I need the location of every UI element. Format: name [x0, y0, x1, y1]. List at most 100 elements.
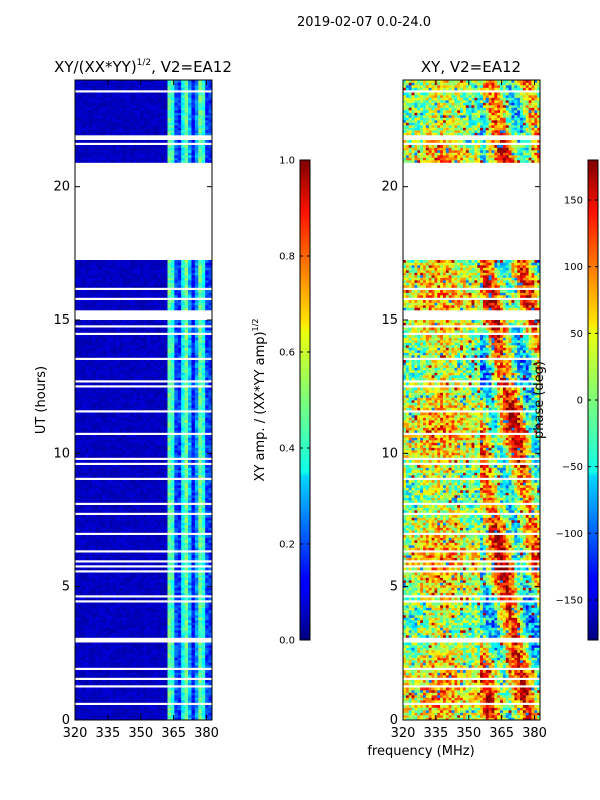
amplitude-cell [140, 480, 144, 483]
amplitude-cell [140, 615, 144, 618]
amplitude-cell [177, 662, 182, 666]
amplitude-cell [177, 552, 182, 556]
amplitude-cell [157, 370, 162, 373]
amplitude-cell [81, 500, 86, 503]
amplitude-cell [177, 492, 182, 496]
amplitude-cell [112, 575, 117, 578]
amplitude-cell [133, 450, 138, 453]
amplitude-cell [146, 665, 151, 668]
amplitude-cell [95, 652, 100, 656]
amplitude-cell [126, 362, 131, 366]
amplitude-cell [98, 522, 103, 526]
amplitude-cell [102, 660, 107, 663]
amplitude-cell [81, 710, 86, 713]
amplitude-cell [143, 360, 148, 363]
amplitude-cell [143, 680, 148, 683]
amplitude-cell [78, 542, 83, 546]
amplitude-cell [140, 472, 144, 476]
amplitude-cell [181, 480, 185, 483]
amplitude-cell [78, 395, 83, 398]
amplitude-cell [129, 622, 134, 626]
amplitude-cell [109, 692, 114, 696]
amplitude-cell [177, 592, 182, 596]
amplitude-cell [81, 372, 86, 376]
amplitude-cell [133, 430, 138, 433]
amplitude-cell [75, 360, 79, 363]
amplitude-cell [184, 510, 189, 513]
amplitude-cell [122, 575, 127, 578]
amplitude-cell [167, 525, 172, 528]
amplitude-cell [112, 442, 117, 446]
amplitude-cell [153, 615, 158, 618]
amplitude-cell [174, 545, 179, 548]
amplitude-cell [157, 475, 162, 478]
amplitude-cell [126, 587, 131, 591]
amplitude-cell [153, 672, 158, 676]
amplitude-cell [146, 537, 151, 541]
amplitude-cell [98, 647, 103, 651]
amplitude-cell [201, 355, 206, 358]
amplitude-cell [136, 487, 141, 491]
amplitude-cell [143, 352, 148, 356]
amplitude-cell [174, 485, 179, 488]
amplitude-cell [194, 620, 199, 623]
amplitude-cell [153, 407, 158, 411]
amplitude-cell [140, 475, 144, 478]
amplitude-cell [112, 487, 117, 491]
amplitude-cell [198, 515, 203, 518]
amplitude-cell [174, 602, 179, 606]
amplitude-cell [95, 422, 100, 426]
amplitude-cell [146, 450, 151, 453]
amplitude-cell [122, 420, 127, 423]
amplitude-cell [164, 390, 168, 393]
amplitude-cell [198, 430, 203, 433]
amplitude-cell [102, 470, 107, 473]
amplitude-cell [105, 700, 110, 703]
amplitude-cell [126, 535, 131, 538]
amplitude-cell [198, 510, 203, 513]
amplitude-cell [181, 602, 185, 606]
amplitude-cell [75, 475, 79, 478]
amplitude-cell [157, 452, 162, 456]
amplitude-cell [194, 377, 199, 381]
amplitude-cell [119, 525, 124, 528]
amplitude-cell [170, 592, 175, 596]
amplitude-cell [143, 467, 148, 471]
amplitude-cell [129, 387, 134, 391]
amplitude-cell [201, 617, 206, 621]
amplitude-cell [78, 682, 83, 686]
amplitude-cell [129, 390, 134, 393]
amplitude-cell [116, 425, 120, 428]
amplitude-cell [140, 515, 144, 518]
amplitude-cell [112, 415, 117, 418]
amplitude-cell [88, 507, 93, 511]
amplitude-cell [198, 657, 203, 661]
amplitude-cell [136, 455, 141, 458]
amplitude-cell [153, 700, 158, 703]
amplitude-cell [191, 642, 196, 646]
amplitude-cell [81, 437, 86, 441]
amplitude-cell [160, 557, 165, 561]
amplitude-cell [112, 397, 117, 401]
amplitude-cell [105, 577, 110, 581]
amplitude-cell [188, 545, 192, 548]
amplitude-cell [174, 480, 179, 483]
amplitude-cell [126, 525, 131, 528]
amplitude-cell [126, 480, 131, 483]
amplitude-cell [98, 592, 103, 596]
amplitude-cell [126, 692, 131, 696]
amplitude-cell [88, 470, 93, 473]
amplitude-cell [194, 365, 199, 368]
amplitude-cell [119, 627, 124, 631]
amplitude-cell [177, 402, 182, 406]
amplitude-cell [208, 492, 212, 496]
amplitude-cell [136, 605, 141, 608]
amplitude-cell [160, 537, 165, 541]
amplitude-cell [85, 425, 90, 428]
amplitude-cell [181, 650, 185, 653]
amplitude-cell [116, 515, 120, 518]
amplitude-cell [205, 660, 209, 663]
amplitude-cell [112, 367, 117, 371]
amplitude-cell [88, 645, 93, 648]
amplitude-cell [122, 497, 127, 501]
